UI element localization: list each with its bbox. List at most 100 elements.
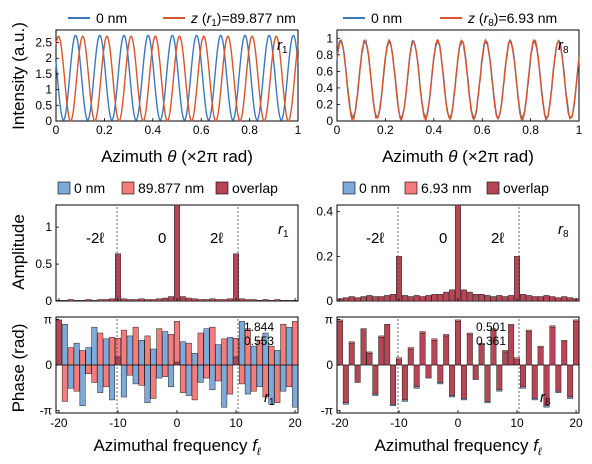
x-axis-label-top-right: Azimuth θ (×2π rad) [382,147,534,166]
bar-br-f-5-0 [425,364,432,379]
bar-br-f-16-0 [360,328,367,366]
bar-mr-f-11-0 [390,294,397,302]
bar-br-f9-1 [508,324,515,326]
bar-br-f16-1 [549,325,556,328]
bar-ml-f9-0 [227,298,234,302]
bar-br-f-3-1 [437,382,444,385]
bar-bl-f-9-1 [120,329,127,366]
bar-br-f-2-0 [443,335,450,366]
bar-bl-f-4-1 [150,364,157,399]
region-label-zero-mr: 0 [439,230,447,247]
series-line-tr-0 [336,38,580,121]
bar-bl-f13-0 [250,345,257,366]
bar-br-f-11-1 [390,404,397,406]
bar-mr-f-5-0 [425,295,432,302]
bar-mr-f12-0 [525,295,532,302]
bar-bl-f-18-0 [67,364,74,389]
bar-ml-f12-0 [244,299,251,302]
series-line-tl-1 [55,35,299,122]
bar-br-f-19-0 [342,364,349,404]
bar-br-f13-1 [531,398,538,401]
bar-ml-f-4-0 [150,299,157,302]
bar-mr-f-7-0 [413,295,420,302]
bar-bl-f14-0 [256,364,263,388]
bar-mr-f11-0 [519,294,526,302]
bar-bl-f2-1 [185,342,192,366]
bar-bl-f-10-1 [115,337,121,358]
bar-bl-f6-0 [209,364,216,390]
bar-br-f-8-0 [407,348,414,366]
bar-bl-f-2-1 [162,364,169,377]
xtick-label: 0 [455,416,462,430]
bar-br-f14-0 [537,347,544,366]
bar-br-f6-1 [490,328,497,331]
bar-bl-f18-0 [280,364,287,392]
bar-ml-f-9-0 [120,298,127,302]
ytick-label: 0 [45,358,52,372]
bar-br-f11-1 [519,386,526,389]
bar-bl-f2-0 [185,364,192,396]
bar-mr-f19-0 [567,297,574,302]
ytick-label: π [44,312,52,326]
y-axis-label-intensity: Intensity (a.u.) [9,22,28,130]
legend-bar-overlap-r8: overlap [503,180,549,196]
bar-br-f-6-1 [419,331,426,334]
bar-bl-f13-1 [250,364,257,392]
legend-swatch-bar-89 [121,181,135,195]
bar-ml-f6-0 [209,298,216,302]
bars-bottom-right [336,319,580,408]
bar-mr-f15-0 [543,295,550,302]
ytick-label: 1 [45,83,52,97]
ytick-label: 1 [45,220,52,234]
bar-ml-f16-0 [268,300,275,302]
bar-mr-f-19-0 [342,297,349,302]
bar-bl-f-17-1 [73,364,80,392]
bar-bl-f-18-1 [67,347,74,366]
bar-bl-f3-0 [191,353,198,366]
bar-mr-f-3-0 [437,294,444,302]
ytick-labels-middle-left: 00.51 [35,220,59,308]
ytick-label: 2 [45,51,52,65]
legend-label-z-r8: z (r8)=6.93 nm [467,10,557,29]
bar-mr-f2-0 [466,291,473,302]
xtick-label: 20 [569,416,583,430]
bar-br-f-4-1 [431,338,438,341]
bar-mr-f-6-0 [419,296,426,302]
ytick-label: 0.5 [35,98,52,112]
bar-br-f-19-1 [342,402,349,405]
bar-br-f-20-1 [336,319,343,322]
bar-bl-f20-1 [292,321,299,366]
bar-br-f-6-0 [419,332,426,366]
bar-ml-f-12-0 [103,299,110,302]
legend-middle-left: 0 nm 89.877 nm overlap [57,180,278,196]
xtick-label: 0.4 [144,123,161,137]
legend-bar-89: 89.877 nm [138,180,204,196]
region-label-minus2l-mr: -2ℓ [366,230,384,247]
bar-br-f-3-0 [437,364,444,383]
bar-bl-f18-1 [280,324,287,366]
ytick-labels-top-left: 0 0.51 1.5 22.5 [35,36,59,128]
legend-swatch-bar-overlap [215,181,229,195]
phase-value-blue-bl: 0.553 [244,334,274,348]
bar-ml-f-15-0 [85,299,92,302]
ytick-label: π [325,312,333,326]
bar-bl-f-6-1 [138,364,145,386]
bar-bl-f4-0 [197,364,204,383]
bar-mr-f4-0 [478,294,485,302]
bar-ml-f-2-0 [162,297,169,302]
bar-bl-f-10-0 [115,356,121,366]
bar-ml-f-17-0 [73,300,80,302]
bar-mr-f-9-0 [401,295,408,302]
bar-br-f-10-0 [396,359,402,366]
bar-mr-f-8-0 [407,296,414,302]
bar-br-f2-0 [466,334,473,366]
bar-br-f-10-1 [396,357,402,361]
bar-bl-f-11-0 [109,364,116,401]
bar-bl-f17-1 [274,364,281,404]
x-axis-label-top-left: Azimuth θ (×2π rad) [101,147,253,166]
xtick-labels-bottom-right: -20 -10 0 10 20 [331,410,583,430]
ytick-label: -π [40,404,52,418]
plot-frame-top-left [55,29,299,122]
bar-bl-f-2-0 [162,331,169,366]
bar-br-f-7-0 [413,364,420,388]
